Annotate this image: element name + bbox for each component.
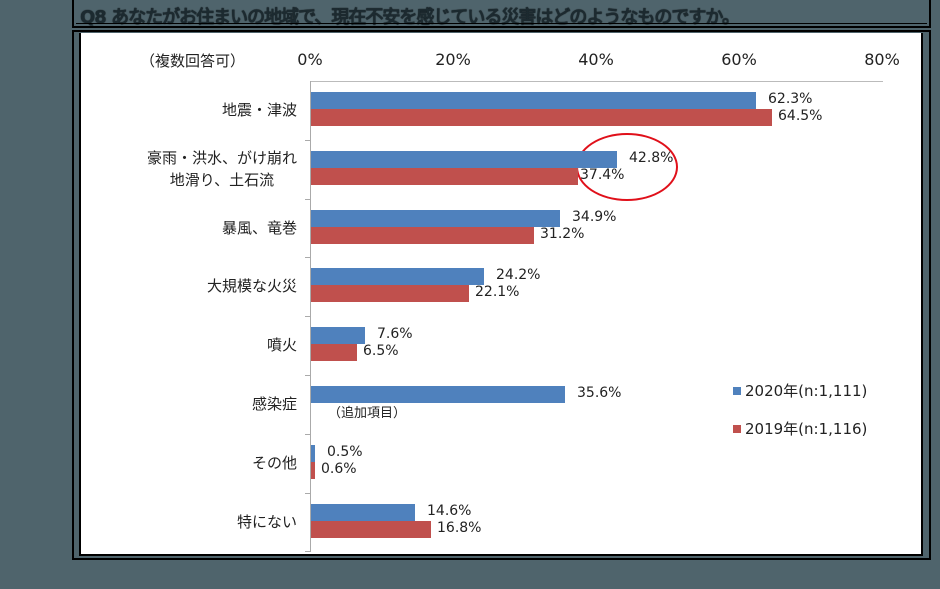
category-label: その他 xyxy=(252,452,297,474)
bar-2019 xyxy=(311,285,469,302)
value-label-2019: 6.5% xyxy=(363,343,399,359)
category-label: 噴火 xyxy=(267,334,297,356)
added-item-note: （追加項目） xyxy=(328,406,407,421)
value-label-2020: 24.2% xyxy=(496,267,541,283)
value-label-2020: 14.6% xyxy=(427,503,472,519)
bar-2019 xyxy=(311,521,431,538)
category-label: 地震・津波 xyxy=(222,99,297,121)
category-label: 暴風、竜巻 xyxy=(222,217,297,239)
y-tick-mark xyxy=(305,316,310,317)
legend-item-2019: 2019年(n:1,116) xyxy=(733,418,867,439)
bar-2020 xyxy=(311,268,484,285)
x-tick-label: 0% xyxy=(297,50,323,69)
legend-swatch-2020 xyxy=(733,387,741,395)
y-axis-line xyxy=(310,81,311,552)
y-tick-mark xyxy=(305,199,310,200)
legend-label-2019: 2019年(n:1,116) xyxy=(745,420,868,438)
x-tick-label: 80% xyxy=(864,50,900,69)
category-label-line1: その他 xyxy=(251,454,297,472)
bar-2019 xyxy=(311,344,357,361)
category-label-line1: 噴火 xyxy=(266,336,297,354)
legend-swatch-2019 xyxy=(733,425,741,433)
bar-2020 xyxy=(311,92,756,109)
bar-2020 xyxy=(311,151,617,168)
bar-2020 xyxy=(311,210,560,227)
value-label-2019: 16.8% xyxy=(437,520,482,536)
category-label-line1: 地震・津波 xyxy=(221,101,297,119)
value-label-2019: 64.5% xyxy=(778,108,823,124)
value-label-2020: 7.6% xyxy=(377,326,413,342)
x-tick-label: 60% xyxy=(721,50,757,69)
y-tick-mark xyxy=(305,434,310,435)
category-label-line2: 地滑り、土石流 xyxy=(169,171,275,189)
category-label: 特にない xyxy=(237,511,297,533)
y-tick-mark xyxy=(305,493,310,494)
category-label-line1: 特にない xyxy=(236,513,297,531)
category-label: 大規模な火災 xyxy=(207,275,297,297)
y-tick-mark xyxy=(305,551,310,552)
y-tick-mark xyxy=(305,140,310,141)
value-label-2019: 22.1% xyxy=(475,284,520,300)
category-label-line1: 暴風、竜巻 xyxy=(221,219,297,237)
y-tick-mark xyxy=(305,257,310,258)
x-tick-label: 20% xyxy=(435,50,471,69)
category-label: 豪雨・洪水、がけ崩れ 地滑り、土石流 xyxy=(147,147,297,191)
x-tick-label: 40% xyxy=(578,50,614,69)
bar-2020 xyxy=(311,445,315,462)
bar-2019 xyxy=(311,109,772,126)
multiple-answer-note: （複数回答可） xyxy=(140,52,246,70)
y-tick-mark xyxy=(305,375,310,376)
value-label-2020: 62.3% xyxy=(768,91,813,107)
bar-2020 xyxy=(311,504,415,521)
value-label-2020: 0.5% xyxy=(327,444,363,460)
category-label-line1: 大規模な火災 xyxy=(206,277,297,295)
bar-2019 xyxy=(311,168,578,185)
value-label-2019: 31.2% xyxy=(540,226,585,242)
x-axis-line xyxy=(310,81,883,82)
bar-2020 xyxy=(311,386,565,403)
legend-label-2020: 2020年(n:1,111) xyxy=(745,382,868,400)
value-label-2020: 42.8% xyxy=(629,150,674,166)
legend-item-2020: 2020年(n:1,111) xyxy=(733,380,867,401)
value-label-2020: 35.6% xyxy=(577,385,622,401)
category-label-line1: 豪雨・洪水、がけ崩れ xyxy=(146,149,297,167)
bar-2019 xyxy=(311,227,534,244)
value-label-2019: 37.4% xyxy=(580,167,625,183)
bar-2020 xyxy=(311,327,365,344)
title-bar: Q8 あなたがお住まいの地域で、現在不安を感じている災害はどのようなものですか。 xyxy=(72,0,931,28)
category-label-line1: 感染症 xyxy=(251,395,297,413)
category-label: 感染症 xyxy=(252,393,297,415)
bar-2019 xyxy=(311,462,315,479)
value-label-2019: 0.6% xyxy=(321,461,357,477)
value-label-2020: 34.9% xyxy=(572,209,617,225)
